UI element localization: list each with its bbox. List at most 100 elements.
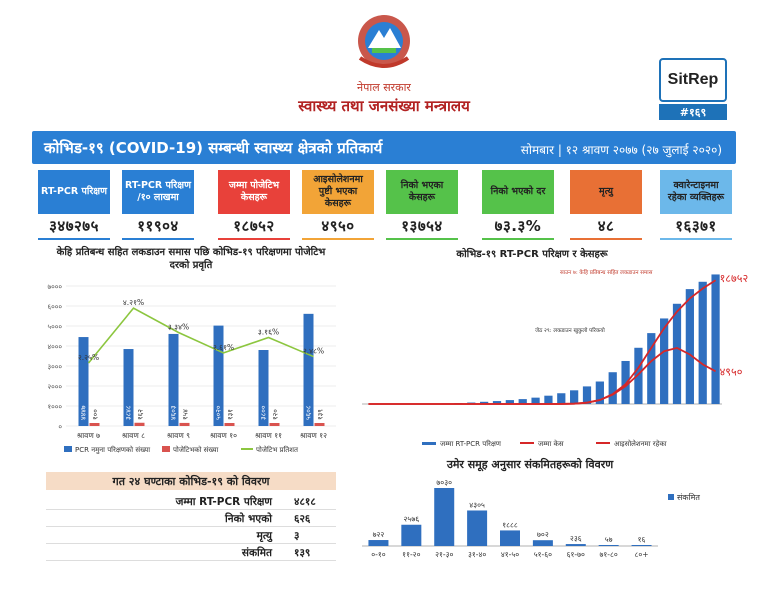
bar-age-label: ७२२: [373, 530, 385, 539]
legend-cases: जम्मा केस: [538, 439, 564, 448]
stat-card-value: ४९५०: [302, 214, 374, 240]
stat-card-label: निको भएको दर: [482, 170, 554, 214]
bar-tests: [168, 333, 179, 426]
bar-cumulative-tests: [608, 372, 617, 404]
x-tick-label: ७१-८०: [600, 550, 618, 559]
positivity-trend-chart: ० १००० २००० ३००० ४००० ५००० ६००० ७००० ४४४७ १०० श्रा…: [47, 283, 336, 454]
positivity-label: ३.१६%: [258, 328, 279, 337]
bar-cumulative-tests: [711, 274, 720, 404]
daily-summary-title: गत २४ घण्टाका कोभिड-१९ को विवरण: [46, 472, 336, 490]
bar-positive: [314, 423, 325, 426]
y-tick-label: ६०००: [47, 303, 62, 311]
bar-cumulative-tests: [647, 333, 656, 404]
stat-card: निको भएको दर ७३.३%: [482, 170, 554, 242]
stat-card-label: RT-PCR परिक्षण: [38, 170, 110, 214]
bar-cumulative-tests: [698, 281, 707, 404]
table-row-label: निको भएको: [225, 513, 272, 525]
x-tick-label: ०-१०: [371, 550, 386, 559]
bar-age-group: [467, 510, 488, 546]
table-row-label: संकमित: [241, 547, 272, 559]
stat-card: RT-PCR परिक्षण /१० लाखमा ११९०४: [122, 170, 194, 242]
bar-positive-label: १००: [92, 409, 100, 420]
x-tick-label: ३१-४०: [468, 550, 486, 559]
line-positivity: [87, 307, 314, 364]
bar-age-label: ७०२: [537, 530, 549, 539]
y-tick-label: ४०००: [47, 343, 62, 351]
x-tick-label: ८०+: [635, 550, 649, 559]
positivity-label: ३.३४%: [168, 322, 189, 331]
bar-age-label: २३६: [570, 534, 582, 543]
bar-age-label: १६: [638, 535, 646, 544]
chart3-title: उमेर समूह अनुसार संकमितहरूको विवरण: [446, 458, 614, 471]
y-tick-label: ७०००: [47, 283, 62, 291]
stat-card: आइसोलेशनमा पुष्टी भएका केसहरू ४९५०: [302, 170, 374, 242]
total-cases-annotation: १८७५२: [720, 272, 749, 285]
bar-age-group: [631, 545, 652, 546]
stat-card-label: आइसोलेशनमा पुष्टी भएका केसहरू: [302, 170, 374, 214]
bar-positive: [179, 422, 190, 426]
bar-tests-label: ५६०८: [305, 405, 313, 420]
x-tick-label: श्रावण १०: [210, 431, 237, 440]
bar-cumulative-tests: [557, 393, 566, 404]
y-tick-label: ३०००: [47, 363, 62, 371]
bar-age-group: [401, 524, 422, 546]
x-tick-label: ४१-५०: [501, 550, 519, 559]
x-tick-label: श्रावण १२: [300, 431, 327, 440]
bar-tests: [78, 337, 89, 426]
stat-card: क्वारेन्टाइनमा रहेका व्यक्तिहरू १६३७१: [660, 170, 732, 242]
x-tick-label: श्रावण ८: [122, 431, 145, 440]
bar-cumulative-tests: [505, 400, 514, 404]
bar-tests-label: ३८४८: [125, 405, 133, 420]
bar-age-group: [434, 488, 455, 546]
stat-card: जम्मा पोजेटिभ केसहरू १८७५२: [218, 170, 290, 242]
bar-age-label: ४३०५: [469, 500, 485, 509]
bar-age-group: [500, 530, 520, 546]
legend-swatch-tests: [422, 442, 436, 445]
table-row: जम्मा RT-PCR परिक्षण ४८१८: [46, 494, 336, 510]
stat-card-value: ३४७२७५: [38, 214, 110, 240]
bar-cumulative-tests: [685, 289, 694, 404]
bar-positive: [89, 423, 100, 426]
stat-card-value: ११९०४: [122, 214, 194, 240]
legend-tests: PCR नमुना परिक्षणको संख्या: [75, 445, 150, 454]
legend-rate: पोजेटिभ प्रतिशत: [256, 445, 299, 454]
bar-cumulative-tests: [492, 401, 502, 404]
table-row-label: मृत्यु: [256, 530, 272, 542]
table-row-value: १३९: [294, 547, 311, 559]
bar-age-group: [598, 545, 619, 546]
legend-swatch-infected: [668, 494, 674, 500]
bar-age-label: २५७६: [404, 515, 420, 524]
age-group-chart: ७२२ ०-१० २५७६ ११-२० ७०३० २१-३० ४३०५ ३१-४० १८८८ ४१…: [362, 478, 700, 559]
legend-isolation: आइसोलेशनमा रहेका: [614, 439, 667, 448]
y-tick-label: ०: [58, 423, 62, 431]
bar-tests: [258, 350, 269, 426]
positivity-label: २.६१%: [213, 343, 234, 352]
stat-card-label: जम्मा पोजेटिभ केसहरू: [218, 170, 290, 214]
x-tick-label: ११-२०: [402, 550, 420, 559]
legend-swatch-positive: [162, 446, 170, 452]
bar-positive: [269, 423, 280, 426]
bar-cumulative-tests: [518, 399, 527, 404]
y-tick-label: ५०००: [47, 323, 62, 331]
x-tick-label: ६१-७०: [567, 550, 585, 559]
bar-tests-label: ४४४७: [80, 405, 88, 420]
stat-card-value: १६३७१: [660, 214, 732, 240]
bar-tests: [213, 325, 224, 426]
govt-label: नेपाल सरकार: [357, 81, 411, 94]
bar-cumulative-tests: [595, 381, 604, 404]
bar-age-label: १८८८: [502, 520, 518, 529]
bar-cumulative-tests: [672, 303, 682, 404]
stat-card-value: १८७५२: [218, 214, 290, 240]
bar-cumulative-tests: [544, 395, 553, 404]
bar-tests-label: ३८००: [260, 405, 268, 420]
bar-cumulative-tests: [634, 347, 643, 404]
bar-tests: [303, 313, 314, 426]
bar-cumulative-tests: [480, 401, 489, 404]
stat-card-value: ७३.३%: [482, 214, 554, 240]
chart1-title: केहि प्रतिबन्ध सहित लकडाउन समास पछि कोभि…: [56, 247, 326, 271]
bar-positive-label: १३१: [227, 409, 235, 420]
table-row-value: ३: [294, 530, 300, 542]
sitrep-number: #१६९: [659, 104, 727, 120]
bar-age-group: [532, 540, 553, 546]
stat-card-label: मृत्यु: [570, 170, 642, 214]
